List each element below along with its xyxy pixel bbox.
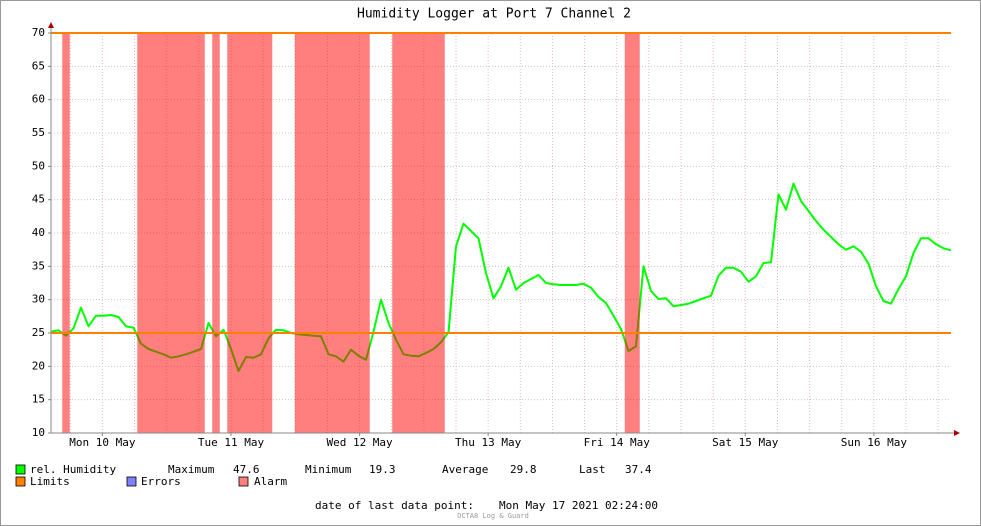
y-tick-label: 15 <box>32 393 45 406</box>
y-tick-label: 40 <box>32 226 45 239</box>
x-tick-label: Tue 11 May <box>198 436 265 449</box>
stat-label: Maximum <box>168 463 215 476</box>
legend-swatch <box>15 476 26 487</box>
legend-swatch <box>126 476 137 487</box>
legend-label: Errors <box>141 475 181 488</box>
x-tick-label: Sat 15 May <box>712 436 779 449</box>
x-tick-label: Thu 13 May <box>455 436 522 449</box>
y-tick-label: 70 <box>32 26 45 39</box>
alarm-band <box>392 33 445 433</box>
alarm-band <box>624 33 640 433</box>
stat-value: 47.6 <box>233 463 260 476</box>
y-tick-label: 50 <box>32 159 45 172</box>
stat-label: Last <box>579 463 606 476</box>
legend-swatch <box>238 476 249 487</box>
credit: OCTA8 Log & Guard <box>457 512 529 520</box>
alarm-band <box>137 33 205 433</box>
y-tick-label: 35 <box>32 259 45 272</box>
legend-swatch <box>15 464 26 475</box>
alarm-band <box>62 33 70 433</box>
x-tick-label: Sun 16 May <box>841 436 908 449</box>
stat-value: 19.3 <box>369 463 396 476</box>
alarm-band <box>227 33 273 433</box>
chart-title: Humidity Logger at Port 7 Channel 2 <box>357 7 631 22</box>
legend-label: Alarm <box>254 475 287 488</box>
y-tick-label: 55 <box>32 126 45 139</box>
y-tick-label: 25 <box>32 326 45 339</box>
y-tick-label: 65 <box>32 59 45 72</box>
stat-value: 29.8 <box>510 463 537 476</box>
legend-label: Limits <box>30 475 70 488</box>
y-tick-label: 30 <box>32 293 45 306</box>
stat-value: 37.4 <box>625 463 652 476</box>
x-tick-label: Fri 14 May <box>584 436 651 449</box>
y-tick-label: 20 <box>32 359 45 372</box>
footer-label: date of last data point: <box>315 499 474 512</box>
y-tick-label: 10 <box>32 426 45 439</box>
legend-label: rel. Humidity <box>30 463 116 476</box>
x-tick-label: Mon 10 May <box>69 436 136 449</box>
alarm-band <box>212 33 220 433</box>
stat-label: Minimum <box>305 463 352 476</box>
y-tick-label: 45 <box>32 193 45 206</box>
alarm-band <box>294 33 370 433</box>
y-axis-arrow <box>48 22 54 28</box>
x-axis-arrow <box>954 430 960 436</box>
y-tick-label: 60 <box>32 93 45 106</box>
footer-value: Mon May 17 2021 02:24:00 <box>499 499 658 512</box>
stat-label: Average <box>442 463 488 476</box>
x-tick-label: Wed 12 May <box>326 436 393 449</box>
